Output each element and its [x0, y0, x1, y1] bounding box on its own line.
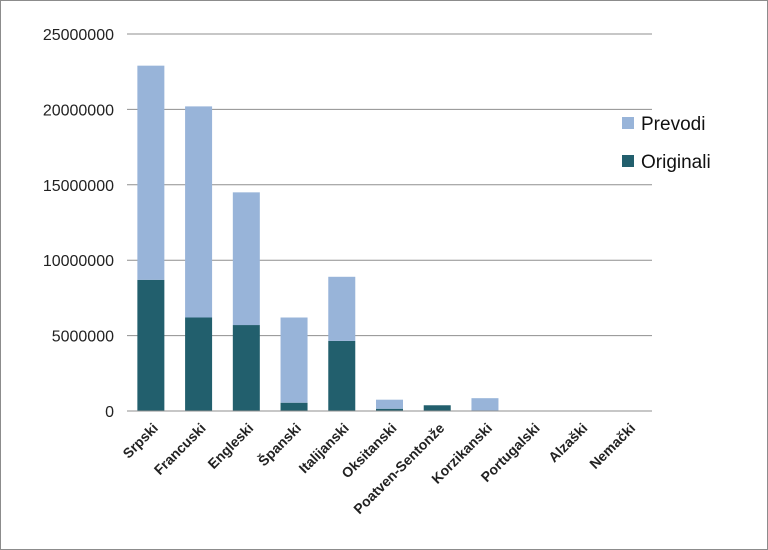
y-tick-label: 25000000	[43, 27, 114, 44]
y-tick-label: 0	[105, 404, 114, 421]
bar-originali-3	[280, 402, 308, 411]
bar-originali-0	[137, 279, 165, 411]
bar-prevodi-7	[471, 398, 499, 411]
bar-originali-4	[328, 340, 356, 411]
y-tick-label: 15000000	[43, 178, 114, 195]
y-tick-label: 20000000	[43, 102, 114, 119]
x-tick-label: Engleski	[204, 420, 256, 472]
bars	[137, 65, 499, 411]
bar-prevodi-4	[328, 276, 356, 341]
x-tick-label: Francuski	[151, 420, 209, 478]
bar-prevodi-3	[280, 317, 308, 403]
legend-label-originali: Originali	[641, 152, 711, 173]
legend: Prevodi Originali	[622, 114, 711, 173]
bar-prevodi-5	[376, 399, 403, 409]
y-tick-label: 10000000	[43, 253, 114, 270]
y-axis-tick-labels: 0 5000000 10000000 15000000 20000000 25000000	[43, 27, 114, 421]
x-tick-label: Španski	[254, 419, 304, 469]
x-tick-label: Poatven-Sentonže	[350, 420, 447, 517]
x-tick-label: Srpski	[119, 420, 161, 462]
x-tick-label: Alzaški	[545, 420, 590, 465]
bar-originali-6	[423, 405, 451, 411]
legend-swatch-prevodi	[622, 117, 634, 129]
legend-swatch-originali	[622, 155, 634, 167]
x-tick-label: Nemački	[586, 420, 638, 472]
y-tick-label: 5000000	[52, 329, 114, 346]
bar-originali-1	[185, 317, 213, 411]
bar-prevodi-2	[232, 192, 260, 326]
bar-prevodi-1	[185, 106, 213, 318]
bar-originali-2	[232, 325, 260, 411]
x-axis-tick-labels: SrpskiFrancuskiEngleskiŠpanskiItalijansk…	[119, 419, 638, 517]
bar-prevodi-0	[137, 65, 165, 280]
legend-label-prevodi: Prevodi	[641, 114, 705, 135]
bar-originali-5	[376, 408, 403, 411]
